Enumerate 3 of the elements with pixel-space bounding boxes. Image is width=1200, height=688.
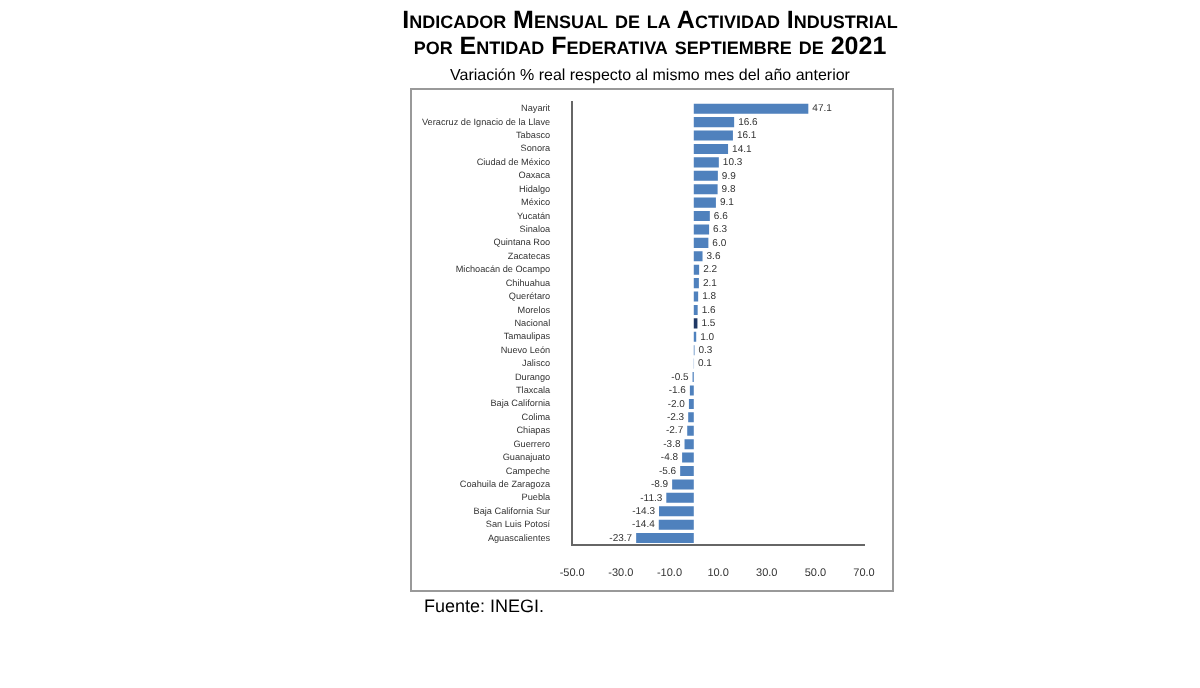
chart-title: Indicador Mensual de la Actividad Industrial por Entidad Federativa septiembre de 2021 [400, 6, 900, 60]
source-note: Fuente: INEGI. [424, 596, 547, 616]
chart-subtitle: Variación % real respecto al mismo mes del año anterior [448, 66, 852, 84]
